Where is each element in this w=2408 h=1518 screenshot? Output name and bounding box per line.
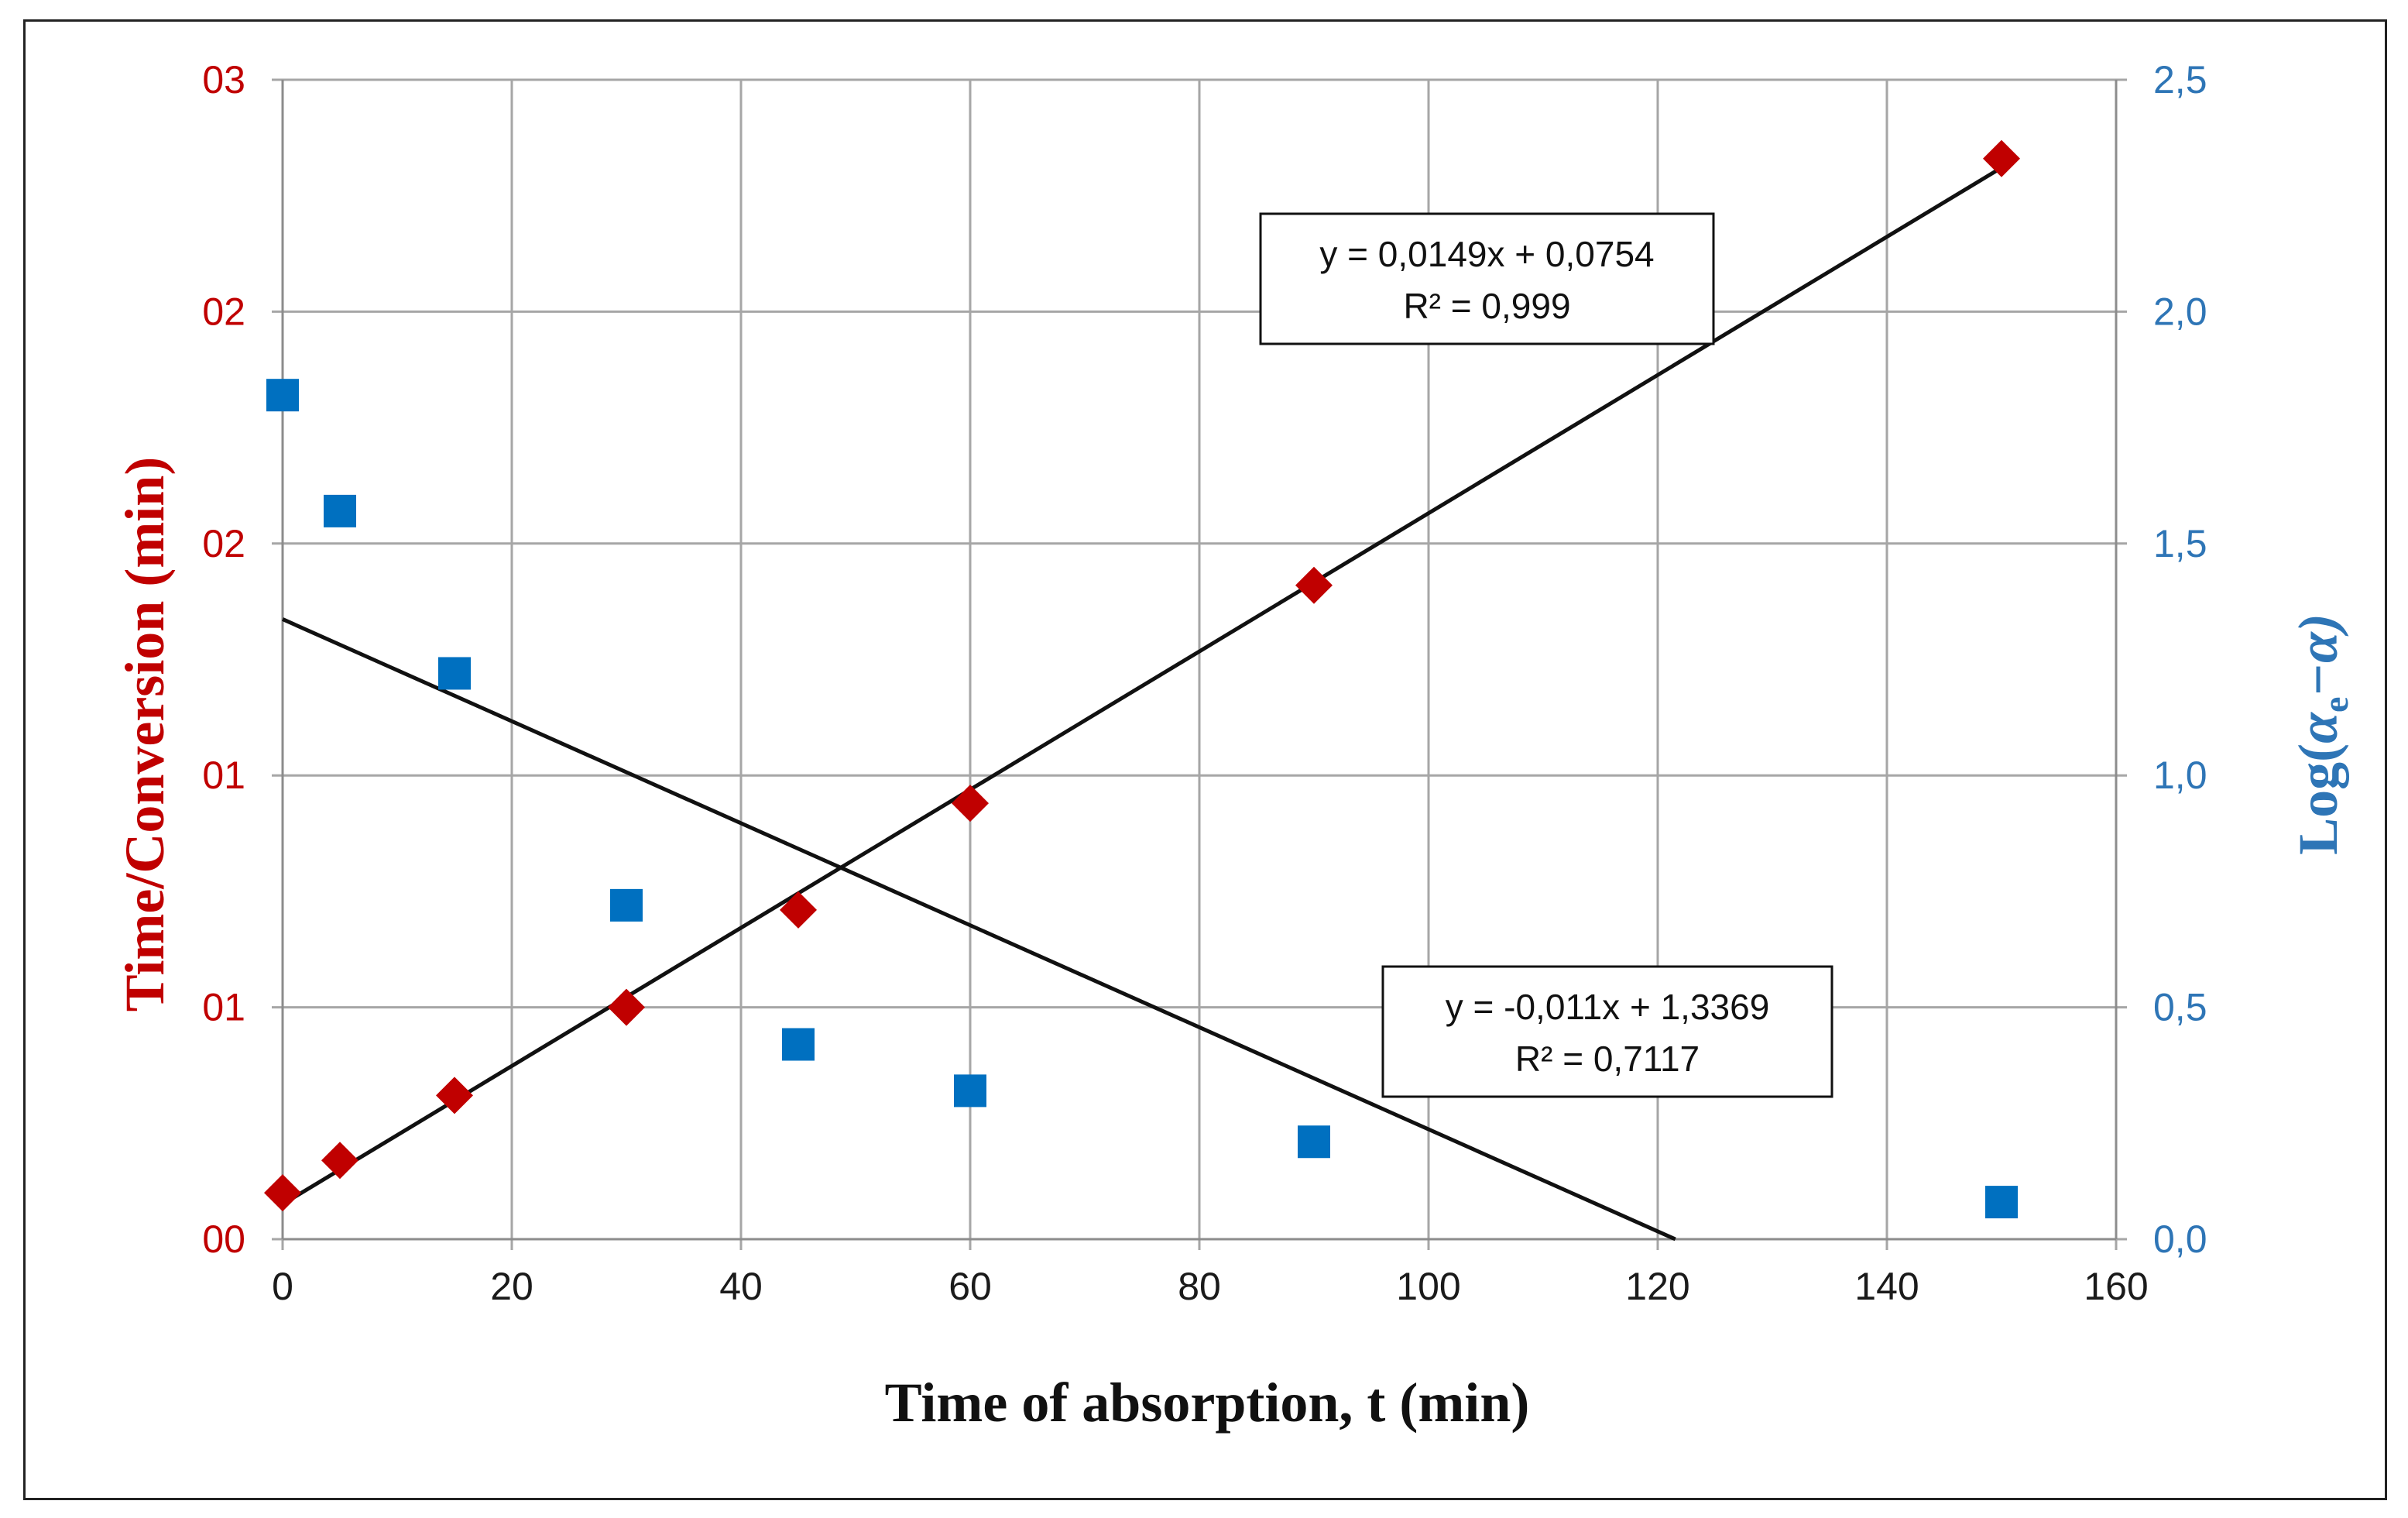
equation-text: y = 0,0149x + 0,0754	[1319, 234, 1654, 274]
conversion-point	[436, 1077, 473, 1114]
trendline-conversion	[281, 166, 2003, 1206]
conversion-point	[780, 891, 817, 929]
equation-box-frame	[1381, 965, 1833, 1098]
log-point	[954, 1074, 986, 1108]
right-tick-label: 2,5	[2153, 58, 2207, 101]
conversion-point	[1983, 139, 2020, 177]
x-tick-label: 60	[948, 1265, 992, 1308]
equation-box-frame	[1259, 212, 1715, 345]
x-tick-label: 160	[2084, 1265, 2148, 1308]
right-axis-title-sub: e	[2316, 697, 2355, 713]
right-axis-title: Log(αe−α)	[2287, 613, 2355, 855]
conversion-point	[952, 785, 989, 823]
x-tick-label: 80	[1178, 1265, 1221, 1308]
left-tick-label: 02	[202, 522, 245, 565]
x-axis-title: Time of absorption, t (min)	[885, 1372, 1530, 1434]
right-axis-title-alpha: α	[2287, 712, 2349, 744]
right-axis-title-tail: −α)	[2287, 613, 2349, 696]
trendline-log	[281, 617, 1676, 1242]
log-point	[324, 494, 356, 527]
left-tick-label: 01	[202, 986, 245, 1029]
chart-frame: 0 20 40 60 80 100 120 140 160 00 0,0 01 0,5 01 1,0 02 1,…	[23, 19, 2387, 1500]
log-point	[1985, 1186, 2018, 1219]
log-point	[610, 888, 643, 922]
equation-box-log: y = -0,011x + 1,3369 R² = 0,7117	[1381, 965, 1833, 1098]
left-tick-label: 02	[202, 290, 245, 333]
left-axis-title: Time/Conversion (min)	[114, 457, 176, 1012]
equation-box-conversion: y = 0,0149x + 0,0754 R² = 0,999	[1259, 212, 1715, 345]
right-tick-label: 0,5	[2153, 986, 2207, 1029]
trendline-layer	[281, 166, 2003, 1242]
conversion-point	[1295, 566, 1333, 604]
right-tick-label: 1,0	[2153, 754, 2207, 797]
conversion-point	[264, 1174, 301, 1212]
grid-layer	[272, 78, 2127, 1250]
left-tick-label: 03	[202, 58, 245, 101]
x-tick-label: 140	[1854, 1265, 1919, 1308]
x-tick-label: 40	[719, 1265, 763, 1308]
conversion-point	[608, 988, 645, 1026]
axes-layer	[281, 80, 2118, 1241]
r-squared-text: R² = 0,7117	[1515, 1039, 1700, 1079]
r-squared-text: R² = 0,999	[1403, 286, 1570, 326]
right-axis-title-log: Log(	[2287, 744, 2349, 855]
equation-text: y = -0,011x + 1,3369	[1446, 987, 1770, 1027]
right-tick-label: 2,0	[2153, 290, 2207, 333]
conversion-point	[321, 1142, 358, 1180]
log-point	[438, 657, 471, 690]
left-tick-label: 00	[202, 1217, 245, 1261]
points-layer	[264, 139, 2020, 1219]
log-point	[782, 1028, 815, 1061]
log-point	[266, 379, 299, 412]
left-tick-label: 01	[202, 754, 245, 797]
x-tick-label: 20	[490, 1265, 533, 1308]
x-tick-label: 0	[272, 1265, 293, 1308]
right-tick-label: 1,5	[2153, 522, 2207, 565]
log-point	[1298, 1125, 1330, 1159]
right-tick-label: 0,0	[2153, 1217, 2207, 1261]
x-tick-label: 100	[1396, 1265, 1460, 1308]
x-tick-label: 120	[1625, 1265, 1689, 1308]
